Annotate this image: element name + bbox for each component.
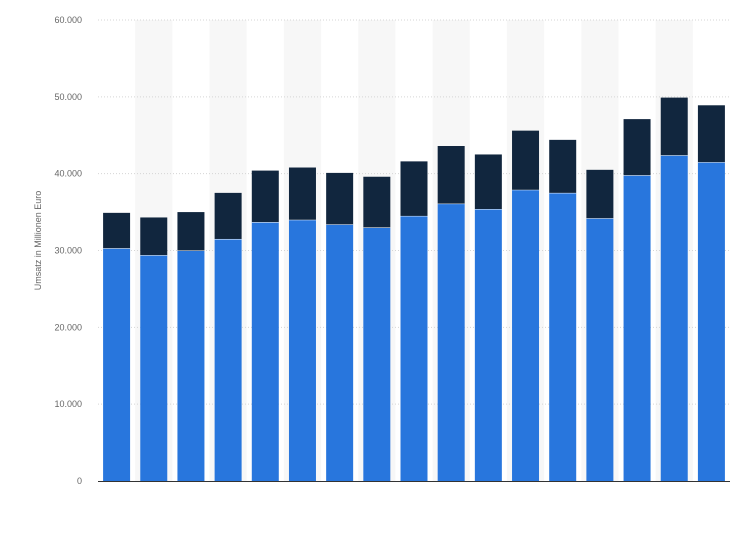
bar-segment-upper — [474, 154, 502, 210]
bar-segment-upper — [177, 212, 205, 251]
bar-segment-lower — [512, 189, 540, 481]
bar-segment-lower — [697, 162, 725, 481]
bar-segment-upper — [288, 167, 316, 220]
bar-segment-lower — [660, 155, 688, 481]
bar-segment-lower — [400, 215, 428, 482]
bar-segment-lower — [103, 248, 131, 481]
bar-segment-lower — [251, 222, 279, 482]
y-tick-label: 10.000 — [54, 399, 82, 409]
bar-segment-upper — [660, 97, 688, 156]
bar-segment-lower — [623, 175, 651, 481]
bar-segment-upper — [326, 172, 354, 225]
bar-segment-upper — [400, 161, 428, 216]
y-tick-label: 50.000 — [54, 92, 82, 102]
bar-segment-upper — [437, 146, 465, 204]
y-tick-label: 60.000 — [54, 15, 82, 25]
y-axis-label: Umsatz in Millionen Euro — [33, 191, 43, 291]
y-tick-label: 30.000 — [54, 246, 82, 256]
bar-segment-upper — [214, 192, 242, 239]
y-tick-label: 0 — [77, 476, 82, 486]
bar-segment-lower — [177, 250, 205, 481]
bar-segment-lower — [549, 192, 577, 481]
bar-segment-lower — [140, 255, 168, 481]
bar-segment-lower — [363, 227, 391, 481]
bar-segment-upper — [586, 169, 614, 219]
bar-segment-upper — [549, 139, 577, 193]
bar-segment-upper — [623, 119, 651, 176]
bar-segment-lower — [437, 203, 465, 482]
bar-segment-lower — [474, 209, 502, 481]
y-tick-label: 20.000 — [54, 322, 82, 332]
bar-segment-upper — [363, 176, 391, 228]
bar-segment-lower — [288, 219, 316, 481]
bar-segment-upper — [251, 170, 279, 223]
bar-segment-upper — [697, 105, 725, 163]
bar-segment-upper — [512, 130, 540, 190]
bar-segment-upper — [140, 217, 168, 256]
bar-segment-lower — [586, 218, 614, 482]
bar-segment-lower — [326, 224, 354, 482]
bar-segment-lower — [214, 238, 242, 481]
bars — [103, 97, 725, 482]
y-axis-ticks: 0 10.000 20.000 30.000 40.000 50.000 60.000 — [54, 15, 82, 486]
bar-segment-upper — [103, 212, 131, 249]
y-tick-label: 40.000 — [54, 169, 82, 179]
